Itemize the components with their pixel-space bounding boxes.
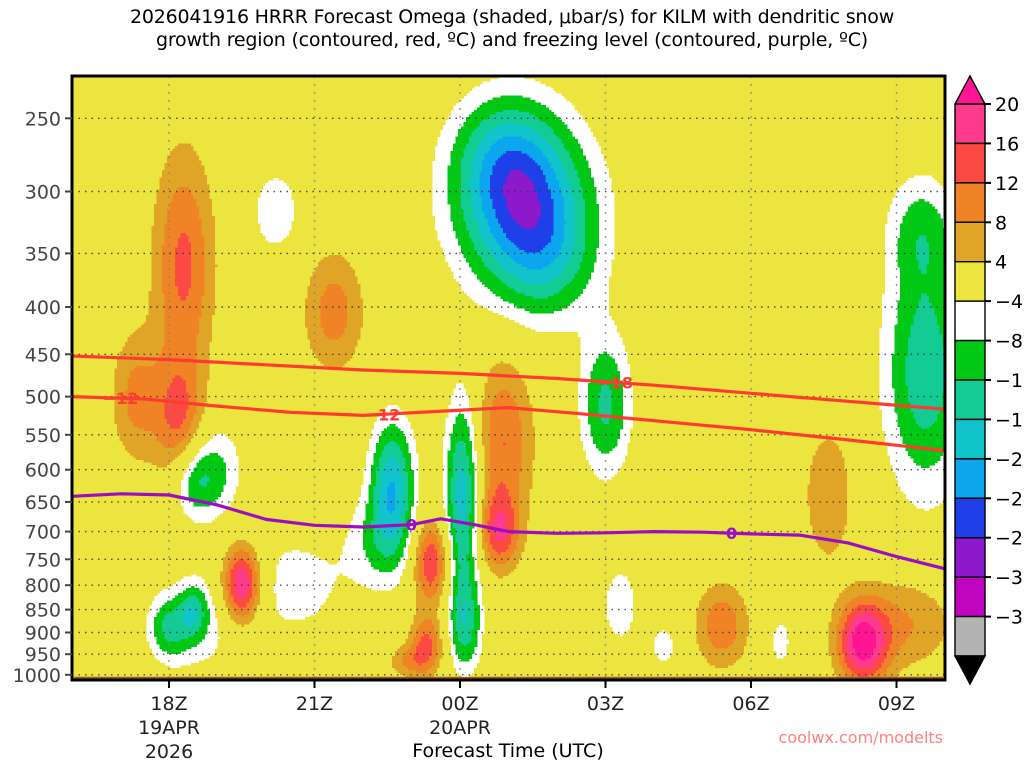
colorbar-tick-label: −20 <box>995 449 1024 471</box>
y-axis-tick-label: 600 <box>25 460 61 482</box>
colorbar-band <box>954 497 986 539</box>
y-axis-tick-label: 450 <box>25 344 61 366</box>
colorbar-band <box>954 537 986 578</box>
colorbar-tick-label: −36 <box>995 607 1024 629</box>
y-axis-tick-label: 1000 <box>13 665 61 687</box>
y-axis: 2503003504004505005506006507007508008509… <box>13 108 72 687</box>
colorbar-band <box>954 261 986 302</box>
colorbar-band <box>954 221 986 263</box>
title-line-1: 2026041916 HRRR Forecast Omega (shaded, … <box>129 6 895 28</box>
y-axis-tick-label: 850 <box>25 600 61 622</box>
colorbar-band <box>954 576 986 618</box>
colorbar-band <box>954 142 986 184</box>
colorbar-band <box>954 458 986 499</box>
grid-lines <box>72 76 945 680</box>
x-axis-date-label: 19APR <box>138 717 200 739</box>
contour-label: −12 <box>365 405 401 424</box>
colorbar-tick-label: −4 <box>995 291 1023 313</box>
colorbar-band <box>954 339 986 381</box>
colorbar-tick-label: −24 <box>995 488 1024 510</box>
contour-labels: −18 −12 −12 0 0 <box>103 374 738 544</box>
contour-label: 0 <box>406 516 417 535</box>
contour-lines <box>72 354 945 571</box>
colorbar-tick-label: 20 <box>995 94 1019 116</box>
y-axis-tick-label: 250 <box>25 108 61 130</box>
colorbar-band <box>954 379 986 421</box>
colorbar-tick-label: −28 <box>995 528 1024 550</box>
x-axis-title: Forecast Time (UTC) <box>412 740 603 762</box>
y-axis-tick-label: 300 <box>25 182 61 204</box>
colorbar-band <box>954 418 986 460</box>
contour-label: 0 <box>726 524 737 543</box>
y-axis-tick-label: 800 <box>25 575 61 597</box>
chart-title: 2026041916 HRRR Forecast Omega (shaded, … <box>0 6 1024 52</box>
y-axis-tick-label: 900 <box>25 623 61 645</box>
colorbar-under-arrow <box>953 655 987 686</box>
title-line-2: growth region (contoured, red, ºC) and f… <box>155 29 869 51</box>
y-axis-tick-label: 750 <box>25 549 61 571</box>
x-axis-tick-label: 21Z <box>296 693 333 715</box>
omega-shading-field <box>72 76 945 680</box>
colorbar-tick-label: −8 <box>995 331 1023 353</box>
colorbar-tick-label: 16 <box>995 133 1019 155</box>
ground-bar <box>74 676 943 679</box>
colorbar-band <box>954 300 986 342</box>
colorbar-tick-label: 4 <box>995 252 1007 274</box>
watermark: coolwx.com/modelts <box>779 728 943 747</box>
colorbar-tick-label: −12 <box>995 370 1024 392</box>
x-axis-tick-label: 06Z <box>732 693 769 715</box>
y-axis-tick-label: 650 <box>25 492 61 514</box>
colorbar-band <box>954 615 986 657</box>
colorbar-tick-label: −32 <box>995 567 1024 589</box>
x-axis-tick-label: 00Z <box>441 693 478 715</box>
x-axis-date-label: 20APR <box>429 717 491 739</box>
colorbar-band <box>954 182 986 223</box>
contour-label: −18 <box>597 374 633 393</box>
y-axis-tick-label: 400 <box>25 297 61 319</box>
colorbar-tick-label: 12 <box>995 173 1019 195</box>
y-axis-tick-label: 350 <box>25 243 61 265</box>
plot-frame <box>70 74 947 682</box>
y-axis-tick-label: 700 <box>25 522 61 544</box>
colorbar-tick-label: −16 <box>995 409 1024 431</box>
x-axis-tick-label: 09Z <box>878 693 915 715</box>
colorbar: 20 16 12 8 4 −4 −8 −12 −16 −20 −24 −28 −32 −36 <box>953 74 1024 686</box>
y-axis-tick-label: 500 <box>25 387 61 409</box>
x-axis-tick-label: 03Z <box>587 693 624 715</box>
contour-label: −12 <box>103 389 139 408</box>
colorbar-over-arrow <box>953 74 987 105</box>
x-axis-tick-label: 18Z <box>150 693 187 715</box>
colorbar-tick-label: 8 <box>995 212 1007 234</box>
y-axis-tick-label: 550 <box>25 425 61 447</box>
x-axis-date-label: 2026 <box>145 741 193 763</box>
y-axis-tick-label: 950 <box>25 644 61 666</box>
colorbar-band <box>954 103 986 145</box>
